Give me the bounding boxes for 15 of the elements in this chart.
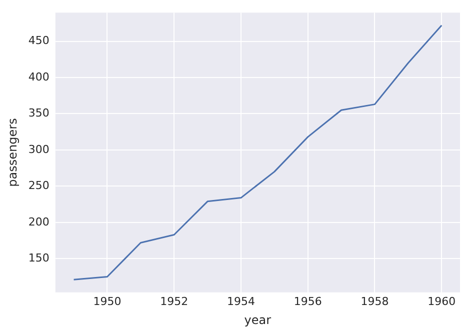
y-tick-label: 350 [28, 106, 50, 120]
x-tick-label: 1950 [93, 294, 122, 308]
y-tick-label: 400 [28, 70, 50, 84]
x-tick-label: 1956 [294, 294, 322, 308]
x-tick-label: 1952 [160, 294, 188, 308]
x-axis-title: year [244, 312, 272, 327]
y-tick-label: 450 [28, 34, 50, 48]
y-tick-label: 200 [28, 215, 50, 228]
y-axis-title: passengers [5, 118, 20, 187]
x-tick-label: 1960 [428, 294, 456, 308]
y-tick-label: 150 [28, 252, 50, 265]
x-tick-label: 1954 [226, 294, 255, 308]
y-tick-label: 250 [28, 179, 50, 192]
x-tick-label: 1958 [360, 294, 389, 308]
y-tick-label: 300 [28, 142, 50, 156]
